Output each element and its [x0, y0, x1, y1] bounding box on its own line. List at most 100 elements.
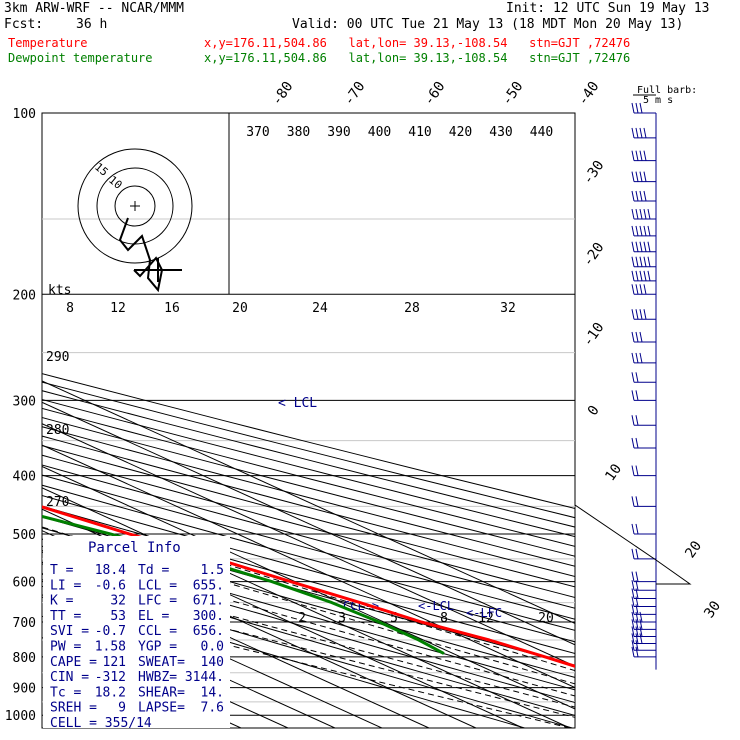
isotherm-line	[42, 530, 477, 728]
wind-barb-flag	[635, 331, 639, 343]
wind-barb	[631, 372, 656, 383]
wind-barb-flag	[631, 190, 635, 202]
parcel-param-value: 53	[110, 609, 126, 624]
dry-adiabat-line	[42, 495, 575, 643]
wind-barb-flag	[639, 208, 643, 220]
parcel-param-value: 121	[103, 655, 126, 670]
hodograph-ring	[77, 148, 193, 264]
isotherm-tick-label: -30	[580, 158, 608, 188]
mixing-ratio-label: 32	[500, 301, 516, 316]
wind-barb	[631, 646, 656, 658]
wind-barb	[631, 611, 656, 623]
isotherm-line	[42, 508, 524, 728]
wind-barb-flag	[635, 523, 639, 535]
parcel-param-label: LCL =	[138, 578, 177, 593]
dry-adiabat-line	[42, 474, 575, 620]
wind-barb-flag	[631, 415, 635, 426]
isotherm-tick-label: -60	[421, 79, 449, 109]
wind-barb-flag	[635, 352, 639, 364]
parcel-param-value: 32	[110, 594, 126, 609]
wind-barb-flag	[635, 626, 639, 637]
isotherm-tick-label: -50	[499, 79, 527, 109]
parcel-param-value: 9	[118, 701, 126, 716]
wind-barb	[631, 331, 656, 343]
pressure-tick-label: 100	[13, 107, 36, 122]
wind-barb	[631, 284, 656, 295]
parcel-param-label: TT =	[50, 609, 81, 624]
wind-barb-flag	[635, 284, 639, 295]
parcel-param-value: -0.6	[95, 578, 126, 593]
hodograph-ring	[114, 185, 156, 227]
parcel-param-label: LI =	[50, 578, 81, 593]
side-theta-label: 280	[46, 423, 69, 438]
mixing-ratio-label: 12	[110, 301, 126, 316]
mixing-ratio-label: 20	[538, 611, 554, 626]
wind-barb	[631, 208, 656, 220]
mixing-ratio-label: 16	[164, 301, 180, 316]
wind-barb	[631, 309, 656, 320]
wind-barb-flag	[639, 284, 643, 295]
parcel-param-label: Tc =	[50, 685, 81, 700]
wind-barb-flag	[639, 256, 643, 267]
mixing-ratio-label: 5	[390, 611, 398, 626]
wind-barb-flag	[639, 633, 643, 644]
wind-barb-flag	[631, 604, 635, 615]
wind-barb	[631, 225, 656, 237]
wind-barb-flag	[639, 619, 643, 630]
isotherm-line	[42, 423, 575, 667]
mixing-ratio-label: 28	[404, 301, 420, 316]
parcel-param-label: LAPSE=	[138, 701, 185, 716]
pressure-tick-label: 1000	[5, 709, 36, 724]
wind-barb-flag	[631, 596, 635, 607]
wind-barb-flag	[635, 571, 639, 582]
wind-barb-flag	[635, 496, 639, 507]
isotherm-tick-label: -20	[580, 240, 608, 270]
wind-barb-flag	[635, 241, 639, 252]
wind-barb	[631, 588, 656, 600]
wind-barb	[631, 390, 656, 401]
wind-barb	[631, 465, 656, 477]
wind-barb-flag	[635, 225, 639, 237]
parcel-param-label: CIN =	[50, 670, 89, 685]
wind-barb-flag	[639, 190, 643, 202]
hodograph-trace	[118, 217, 164, 293]
wind-barb-flag	[643, 225, 647, 237]
pressure-tick-label: 700	[13, 616, 36, 631]
wind-barb-flag	[635, 465, 639, 476]
isotherm-tick-label: -40	[575, 79, 603, 109]
wind-barb	[631, 270, 656, 282]
hodograph-ring-label: 10	[106, 173, 125, 191]
mixing-ratio-label: 20	[232, 301, 248, 316]
wind-barb	[631, 241, 656, 253]
wind-barb-flag	[639, 611, 643, 623]
wind-barb-flag	[631, 633, 635, 644]
wind-barb	[631, 633, 656, 644]
wind-barb-flag	[631, 256, 635, 267]
parcel-param-value: 300.	[193, 609, 224, 624]
pressure-tick-label: 400	[13, 470, 36, 485]
wind-barb	[631, 437, 656, 449]
parcel-param-value: 140	[201, 655, 224, 670]
parcel-param-value: -312	[95, 670, 126, 685]
wind-barb	[631, 352, 656, 364]
wind-barb-flag	[631, 588, 635, 599]
wind-barb-flag	[631, 127, 635, 139]
wind-barb-flag	[635, 309, 639, 320]
wind-barb-flag	[635, 150, 639, 161]
dry-adiabat-line	[42, 573, 573, 728]
isotherm-tick-label: 30	[701, 598, 724, 621]
wind-barb-flag	[631, 331, 635, 343]
wind-barb-flag	[643, 256, 647, 267]
mixing-ratio-label: 8	[440, 611, 448, 626]
parcel-param-label: SHEAR=	[138, 685, 185, 700]
model-title: 3km ARW-WRF -- NCAR/MMM	[4, 1, 185, 16]
upper-lcl-marker: < LCL	[278, 396, 317, 411]
moist-adiabat-line	[42, 579, 575, 718]
parcel-param-label: HWBZ=	[138, 670, 177, 685]
wind-barb-flag	[639, 352, 643, 364]
wind-barb-flag	[643, 208, 647, 220]
theta-tick-label: 410	[408, 125, 431, 140]
wind-barb-legend-label: Full barb:	[637, 85, 697, 96]
parcel-title: Parcel Info	[88, 540, 181, 556]
mixing-ratio-label: 2	[298, 611, 306, 626]
